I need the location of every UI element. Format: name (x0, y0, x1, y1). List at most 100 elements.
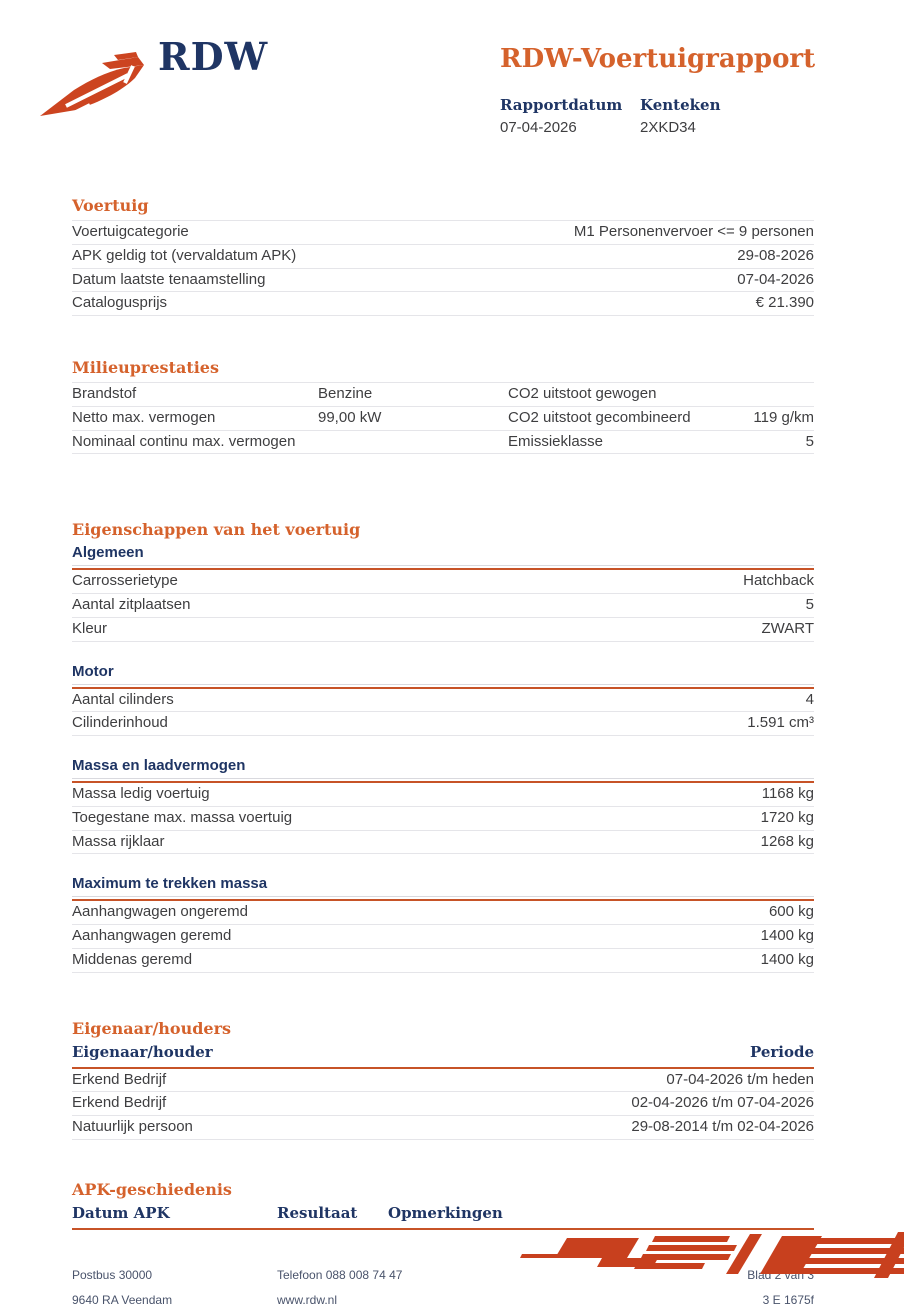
row-label: Kleur (72, 619, 108, 637)
column-header-resultaat: Resultaat (277, 1203, 358, 1222)
column-header-datum-apk: Datum APK (72, 1203, 170, 1222)
report-header: RDW RDW-Voertuigrapport Rapportdatum 07-… (0, 0, 904, 150)
table-row: Carrosserietype Hatchback (72, 570, 814, 593)
column-header-period: Periode (749, 1042, 814, 1061)
algemeen-rows: Carrosserietype Hatchback Aantal zitplaa… (72, 570, 815, 642)
row-value: 600 kg (768, 903, 814, 921)
owner-name: Natuurlijk persoon (72, 1118, 193, 1135)
subsection-title-algemeen: Algemeen (72, 544, 814, 567)
section-title-milieuprestaties: Milieuprestaties (72, 358, 219, 377)
row-label: Massa rijklaar (72, 832, 165, 850)
rdw-logo-text: RDW (158, 34, 269, 79)
row-label: Aantal zitplaatsen (72, 596, 191, 613)
trekken-rows: Aanhangwagen ongeremd 600 kg Aanhangwage… (72, 901, 814, 973)
row-label: Nominaal continu max. vermogen (72, 432, 296, 450)
row-value: 1168 kg (761, 785, 814, 802)
table-row: Voertuigcategorie M1 Personenvervoer <= … (72, 220, 814, 244)
milieu-rows: Brandstof Benzine CO2 uitstoot gewogen N… (72, 382, 814, 455)
table-row: Erkend Bedrijf 02-04-2026 t/m 07-04-2026 (72, 1091, 814, 1115)
row-label: CO2 uitstoot gecombineerd (508, 408, 691, 426)
footer-doc-code: 3 E 1675f (762, 1292, 814, 1307)
row-label: Emissieklasse (508, 432, 604, 450)
apk-table-header: Datum APK Resultaat Opmerkingen (72, 1204, 814, 1226)
report-date-label: Rapportdatum (500, 96, 623, 114)
section-title-eigenschappen: Eigenschappen van het voertuig (72, 520, 361, 540)
row-value: 1.591 cm³ (747, 714, 814, 732)
section-eigenschappen: Eigenschappen van het voertuig Algemeen … (72, 520, 815, 973)
table-row: Aanhangwagen ongeremd 600 kg (72, 901, 814, 924)
orange-rule (72, 568, 814, 571)
row-label: Aanhangwagen ongeremd (72, 903, 248, 921)
row-value: ZWART (761, 619, 815, 637)
section-apk-geschiedenis: APK-geschiedenis Datum APK Resultaat Opm… (72, 1180, 814, 1230)
owner-rows: Erkend Bedrijf 07-04-2026 t/m heden Erke… (72, 1069, 814, 1140)
row-value: 07-04-2026 (737, 270, 814, 288)
orange-rule (72, 1066, 814, 1069)
row-label: Massa ledig voertuig (72, 785, 210, 802)
footer-phone: Telefoon 088 008 74 47 (277, 1267, 403, 1282)
table-row: Aanhangwagen geremd 1400 kg (72, 924, 814, 948)
page-title: RDW-Voertuigrapport (500, 44, 816, 74)
row-value: 1400 kg (760, 950, 814, 968)
section-title-eigenaar: Eigenaar/houders (72, 1018, 232, 1038)
row-label: Middenas geremd (72, 950, 193, 968)
table-row: Natuurlijk persoon 29-08-2014 t/m 02-04-… (72, 1115, 814, 1139)
owner-period: 07-04-2026 t/m heden (666, 1070, 814, 1088)
row-value: 99,00 kW (318, 408, 382, 426)
row-value: 1268 kg (760, 832, 814, 850)
subsection-massa: Massa en laadvermogen Massa ledig voertu… (72, 757, 814, 855)
kenteken-label: Kenteken (640, 96, 721, 114)
table-row: Aantal zitplaatsen 5 (72, 593, 814, 617)
section-eigenaar-houders: Eigenaar/houders Eigenaar/houder Periode… (72, 1019, 814, 1140)
section-milieuprestaties: Milieuprestaties Brandstof Benzine CO2 u… (72, 358, 814, 455)
rdw-logo-icon (40, 52, 144, 116)
row-value: 119 g/km (753, 408, 814, 426)
row-label: Netto max. vermogen (72, 408, 216, 426)
table-row: Catalogusprijs € 21.390 (72, 291, 814, 315)
row-label: Brandstof (72, 385, 137, 402)
table-row: Brandstof Benzine CO2 uitstoot gewogen (72, 382, 814, 406)
footer-website: www.rdw.nl (277, 1292, 338, 1307)
owner-period: 29-08-2014 t/m 02-04-2026 (631, 1118, 814, 1135)
subsection-motor: Motor Aantal cilinders 4 Cilinderinhoud … (72, 663, 814, 736)
report-date-block: Rapportdatum 07-04-2026 (500, 96, 640, 136)
motor-rows: Aantal cilinders 4 Cilinderinhoud 1.591 … (72, 689, 814, 736)
row-value: Hatchback (743, 572, 814, 590)
footer-address-line2: 9640 RA Veendam (72, 1292, 173, 1307)
report-content: Voertuig Voertuigcategorie M1 Personenve… (72, 196, 814, 1230)
table-row: Aantal cilinders 4 (72, 689, 814, 712)
row-label: Carrosserietype (72, 572, 178, 590)
section-voertuig: Voertuig Voertuigcategorie M1 Personenve… (72, 196, 814, 316)
row-value: 1720 kg (760, 808, 814, 826)
owner-table-header: Eigenaar/houder Periode (72, 1043, 814, 1065)
rdw-speed-stripes-icon (520, 1232, 904, 1278)
row-label: Datum laatste tenaamstelling (72, 270, 266, 288)
table-row: Toegestane max. massa voertuig 1720 kg (72, 805, 814, 830)
row-value: 1400 kg (760, 927, 814, 944)
row-label: Voertuigcategorie (72, 223, 189, 240)
column-header-owner: Eigenaar/houder (72, 1042, 213, 1061)
orange-rule (72, 686, 814, 689)
subsection-title-massa: Massa en laadvermogen (72, 757, 814, 779)
subsection-title-trekken: Maximum te trekken massa (72, 875, 814, 898)
owner-period: 02-04-2026 t/m 07-04-2026 (631, 1094, 814, 1112)
row-label: Aantal cilinders (72, 690, 174, 708)
owner-name: Erkend Bedrijf (72, 1094, 167, 1112)
voertuig-rows: Voertuigcategorie M1 Personenvervoer <= … (72, 220, 814, 316)
table-row: Datum laatste tenaamstelling 07-04-2026 (72, 267, 814, 292)
kenteken-block: Kenteken 2XKD34 (640, 96, 780, 136)
table-row: Kleur ZWART (72, 616, 815, 641)
row-value: M1 Personenvervoer <= 9 personen (573, 223, 814, 240)
report-date-value: 07-04-2026 (500, 119, 577, 136)
row-value: 29-08-2026 (737, 246, 814, 264)
table-row: Middenas geremd 1400 kg (72, 947, 814, 972)
table-row: Cilinderinhoud 1.591 cm³ (72, 711, 814, 735)
table-row: Massa ledig voertuig 1168 kg (72, 783, 814, 806)
row-value: Benzine (318, 385, 373, 402)
owner-name: Erkend Bedrijf (72, 1070, 167, 1088)
row-value (318, 433, 508, 452)
row-value: 4 (805, 690, 814, 708)
orange-rule (72, 899, 814, 902)
subsection-title-motor: Motor (72, 663, 814, 685)
